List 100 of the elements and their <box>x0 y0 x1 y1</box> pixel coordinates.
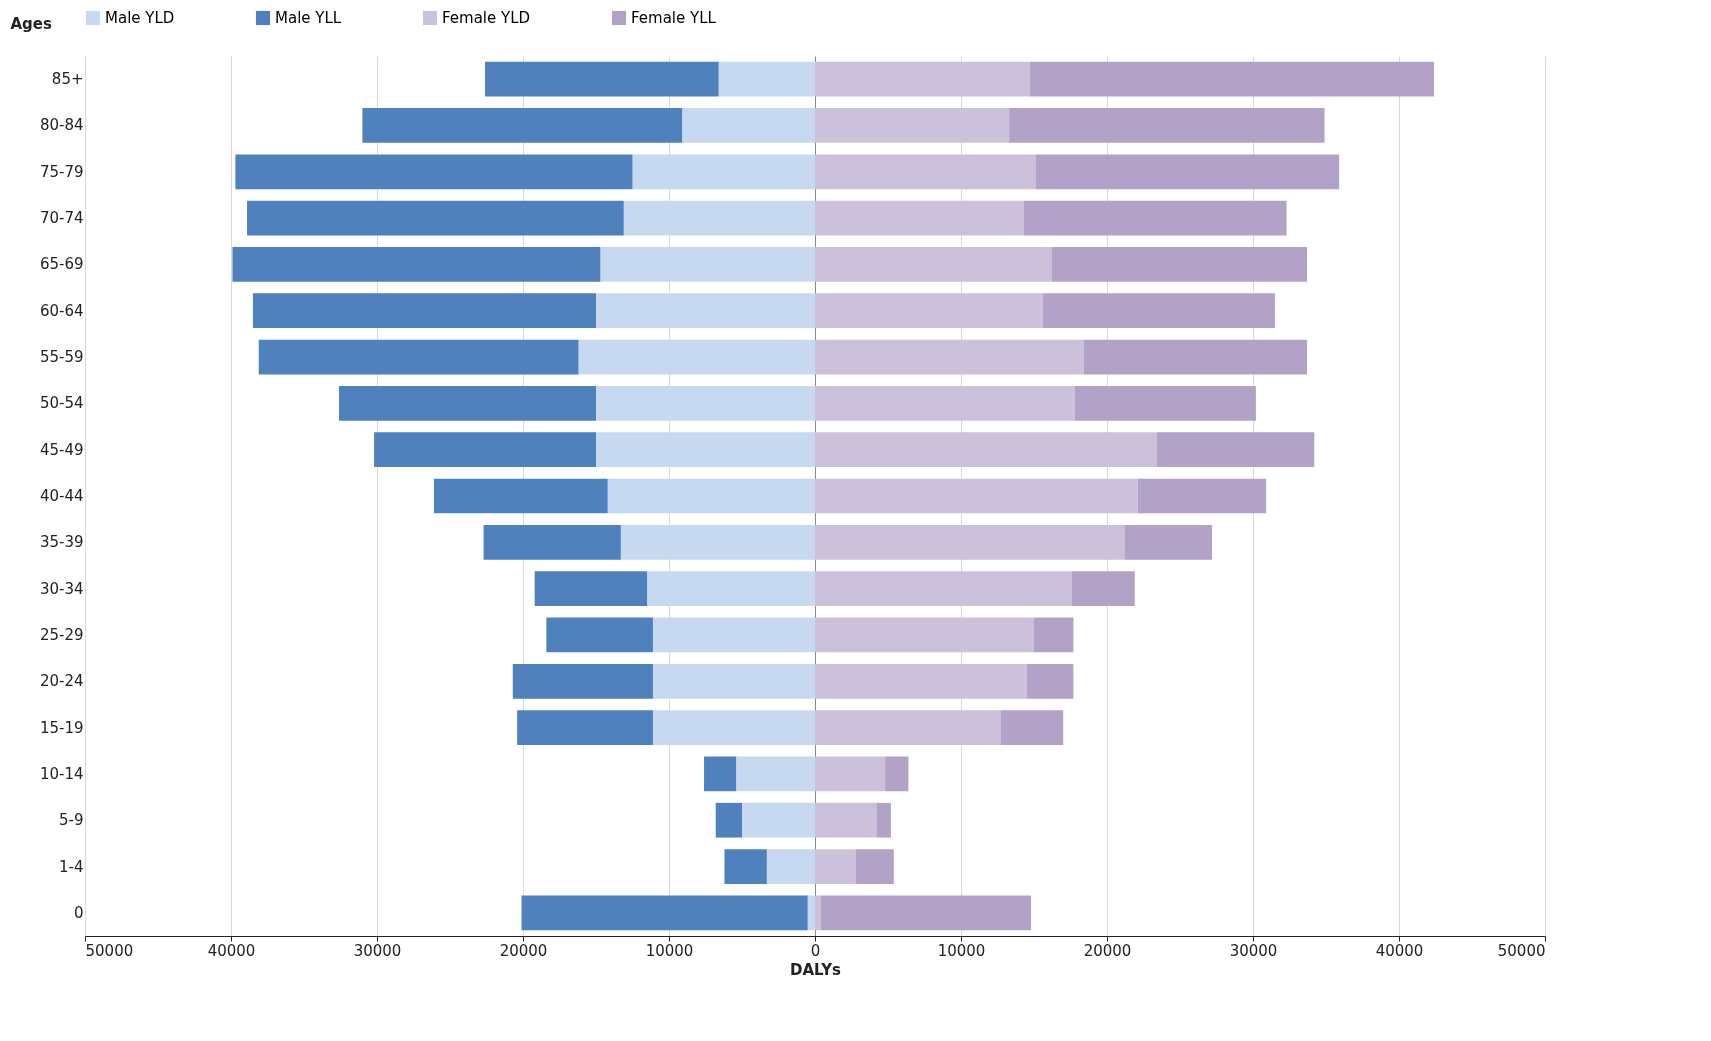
bar <box>704 756 737 792</box>
y-tick-label: 40-44 <box>39 487 84 505</box>
x-tick-label: 40000 <box>1375 941 1424 960</box>
bar <box>1051 247 1308 282</box>
bar <box>815 293 1043 329</box>
bar <box>815 200 1024 236</box>
bar <box>815 663 1027 699</box>
x-tick-label: 40000 <box>207 941 256 960</box>
bar <box>252 293 596 329</box>
y-tick-label: 50-54 <box>39 394 84 413</box>
bar <box>1034 617 1074 653</box>
bar <box>815 895 821 931</box>
y-tick-label: 55-59 <box>39 348 84 367</box>
y-tick-label: 45-49 <box>39 440 84 459</box>
bar <box>820 895 1032 931</box>
bar <box>815 849 856 884</box>
bar <box>815 802 877 838</box>
bar <box>362 108 683 143</box>
bar <box>339 386 596 421</box>
bar <box>1071 571 1135 606</box>
bar <box>247 200 624 236</box>
bar <box>652 617 815 653</box>
bar <box>620 524 815 560</box>
x-tick-label: 10000 <box>937 941 986 960</box>
bar <box>724 849 767 884</box>
y-tick-label: 75-79 <box>39 162 84 181</box>
x-tick-label: 30000 <box>1229 941 1278 960</box>
y-tick-label: 80-84 <box>39 116 84 135</box>
bar <box>623 200 815 236</box>
y-tick-label: 60-64 <box>39 301 84 320</box>
bar <box>546 617 653 653</box>
bar <box>815 571 1072 606</box>
bar <box>512 663 653 699</box>
bar <box>815 61 1030 97</box>
bar <box>596 386 815 421</box>
bar <box>232 247 601 282</box>
bar <box>815 108 1010 143</box>
bar <box>596 432 815 468</box>
bar <box>815 154 1036 190</box>
bar <box>652 710 815 745</box>
x-tick-label: 10000 <box>645 941 694 960</box>
bar <box>815 432 1157 468</box>
y-tick-label: 15-19 <box>39 718 84 737</box>
bar <box>876 802 891 838</box>
x-axis-title: DALYs <box>789 960 842 979</box>
x-tick-label: 20000 <box>1083 941 1132 960</box>
bar <box>1000 710 1064 745</box>
y-tick-label: 20-24 <box>39 672 84 691</box>
bar <box>718 61 815 97</box>
y-tick-label: 35-39 <box>39 533 84 552</box>
y-tick-label: 30-34 <box>39 579 84 598</box>
bar <box>815 478 1138 514</box>
bar <box>766 849 815 884</box>
bar <box>815 339 1084 375</box>
bar <box>517 710 653 745</box>
y-tick-label: 1-4 <box>59 857 84 876</box>
legend-label: Female YLL <box>631 9 717 27</box>
bar <box>742 802 815 838</box>
bar <box>1042 293 1275 329</box>
bar <box>521 895 808 931</box>
bar <box>1029 61 1435 97</box>
bar <box>1156 432 1315 468</box>
bar <box>374 432 596 468</box>
x-tick-label: 30000 <box>353 941 402 960</box>
y-tick-label: 5-9 <box>59 811 84 830</box>
bar <box>534 571 648 606</box>
bar <box>235 154 633 190</box>
bar <box>485 61 719 97</box>
x-tick-label: 20000 <box>499 941 548 960</box>
bar <box>433 478 608 514</box>
legend-label: Male YLL <box>275 9 342 27</box>
bar <box>815 710 1001 745</box>
bar <box>1023 200 1287 236</box>
bar <box>682 108 815 143</box>
bar <box>607 478 815 514</box>
bar <box>815 524 1125 560</box>
bar <box>1124 524 1213 560</box>
bar <box>258 339 579 375</box>
bar <box>1026 663 1074 699</box>
bar <box>1083 339 1308 375</box>
bar <box>632 154 815 190</box>
x-tick-label: 50000 <box>1497 941 1546 960</box>
bar <box>1137 478 1267 514</box>
bar <box>1074 386 1256 421</box>
bar <box>736 756 815 792</box>
bar <box>600 247 815 282</box>
legend-label: Male YLD <box>105 9 175 27</box>
bar <box>815 386 1075 421</box>
bar <box>807 895 815 931</box>
y-tick-label: 10-14 <box>39 764 84 783</box>
bar <box>855 849 894 884</box>
bar <box>885 756 909 792</box>
bar <box>483 524 621 560</box>
y-tick-label: 65-69 <box>39 255 84 274</box>
bar <box>596 293 815 329</box>
bar <box>815 247 1052 282</box>
bar <box>652 663 815 699</box>
bar <box>815 756 886 792</box>
x-tick-label: 50000 <box>85 941 134 960</box>
bar <box>1035 154 1340 190</box>
